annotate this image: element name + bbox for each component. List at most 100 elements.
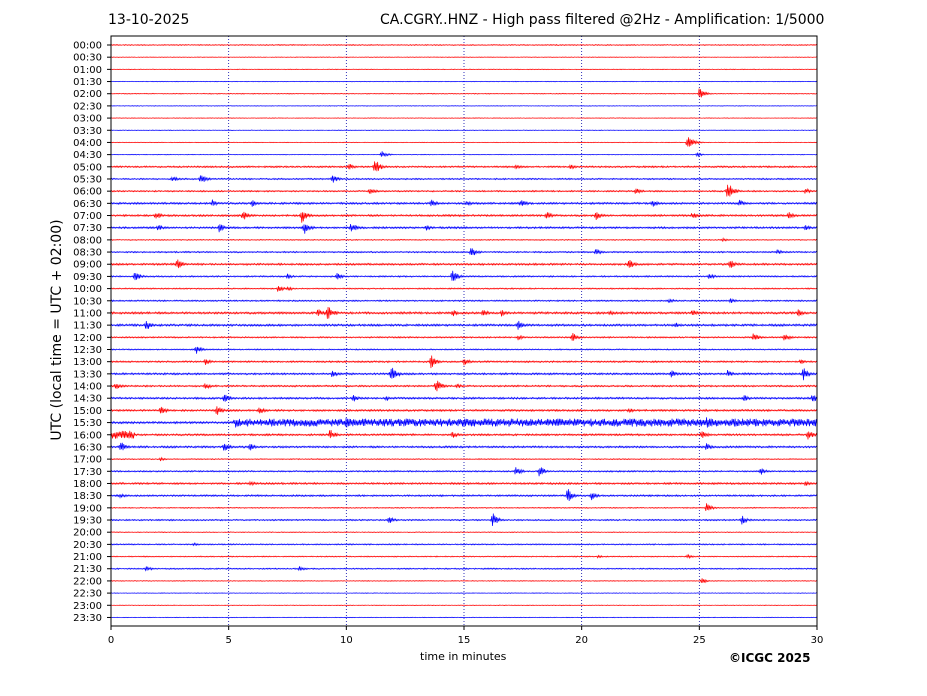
trace-row bbox=[110, 307, 818, 319]
y-tick-label: 18:00 bbox=[73, 479, 102, 490]
trace-row bbox=[110, 56, 818, 58]
trace-row bbox=[110, 175, 818, 183]
y-tick-label: 02:00 bbox=[73, 89, 102, 100]
trace-row bbox=[110, 237, 818, 243]
trace-row bbox=[110, 566, 818, 572]
y-tick-label: 05:00 bbox=[73, 162, 102, 173]
y-tick-label: 11:30 bbox=[73, 321, 102, 332]
trace-row bbox=[110, 456, 818, 462]
trace-row bbox=[110, 248, 818, 256]
copyright-label: ©ICGC 2025 bbox=[729, 651, 811, 665]
y-tick-label: 07:30 bbox=[73, 223, 102, 234]
y-tick-label: 11:00 bbox=[73, 308, 102, 319]
y-tick-label: 17:00 bbox=[73, 455, 102, 466]
trace-row bbox=[110, 285, 818, 292]
y-tick-label: 01:30 bbox=[73, 77, 102, 88]
x-tick-label: 0 bbox=[108, 635, 114, 646]
x-tick-labels: 0 5 10 15 20 25 30 bbox=[108, 626, 824, 646]
trace-row bbox=[110, 117, 818, 119]
trace-row bbox=[110, 223, 818, 234]
trace-row bbox=[110, 259, 818, 269]
trace-row bbox=[110, 417, 818, 428]
trace-row bbox=[110, 553, 818, 560]
trace-row bbox=[110, 592, 818, 594]
trace-row bbox=[110, 129, 818, 132]
trace-row bbox=[110, 578, 818, 584]
y-tick-label: 06:00 bbox=[73, 187, 102, 198]
y-tick-label: 19:00 bbox=[73, 503, 102, 514]
y-tick-label: 12:30 bbox=[73, 345, 102, 356]
x-tick-label: 10 bbox=[340, 635, 353, 646]
y-tick-label: 20:30 bbox=[73, 540, 102, 551]
trace-row bbox=[110, 211, 818, 223]
trace-row bbox=[110, 151, 818, 158]
trace-row bbox=[110, 542, 818, 547]
seismogram-traces bbox=[110, 43, 818, 619]
trace-row bbox=[110, 43, 818, 47]
trace-row bbox=[110, 467, 818, 477]
trace-row bbox=[110, 270, 818, 281]
y-tick-label: 00:30 bbox=[73, 53, 102, 64]
y-axis-label: UTC (local time = UTC + 02:00) bbox=[49, 219, 65, 441]
trace-row bbox=[110, 513, 818, 527]
plot-frame bbox=[110, 35, 818, 627]
trace-row bbox=[110, 137, 818, 147]
trace-row bbox=[110, 604, 818, 607]
x-tick-label: 30 bbox=[811, 635, 824, 646]
y-tick-label: 13:00 bbox=[73, 357, 102, 368]
trace-row bbox=[110, 380, 818, 392]
y-tick-label: 22:00 bbox=[73, 576, 102, 587]
y-tick-label: 03:00 bbox=[73, 114, 102, 125]
trace-row bbox=[110, 68, 818, 71]
x-tick-label: 25 bbox=[693, 635, 706, 646]
y-tick-label: 18:30 bbox=[73, 491, 102, 502]
trace-row bbox=[110, 442, 818, 451]
y-tick-label: 20:00 bbox=[73, 528, 102, 539]
y-tick-label: 03:30 bbox=[73, 126, 102, 137]
trace-row bbox=[110, 332, 818, 341]
date-label: 13-10-2025 bbox=[108, 12, 190, 28]
trace-row bbox=[110, 161, 818, 172]
y-tick-label: 16:30 bbox=[73, 442, 102, 453]
y-tick-label: 19:30 bbox=[73, 516, 102, 527]
trace-row bbox=[110, 298, 818, 304]
y-tick-label: 08:30 bbox=[73, 248, 102, 259]
trace-row bbox=[110, 346, 818, 354]
trace-row bbox=[110, 88, 818, 98]
y-tick-label: 22:30 bbox=[73, 589, 102, 600]
trace-row bbox=[110, 80, 818, 83]
y-tick-label: 15:30 bbox=[73, 418, 102, 429]
trace-row bbox=[110, 199, 818, 207]
y-tick-label: 14:30 bbox=[73, 394, 102, 405]
y-tick-label: 15:00 bbox=[73, 406, 102, 417]
y-tick-label: 01:00 bbox=[73, 65, 102, 76]
trace-row bbox=[110, 367, 818, 381]
y-tick-label: 09:00 bbox=[73, 260, 102, 271]
y-tick-label: 09:30 bbox=[73, 272, 102, 283]
y-tick-label: 23:30 bbox=[73, 613, 102, 624]
y-tick-label: 04:00 bbox=[73, 138, 102, 149]
y-tick-label: 10:30 bbox=[73, 296, 102, 307]
y-tick-label: 05:30 bbox=[73, 174, 102, 185]
trace-row bbox=[110, 480, 818, 487]
trace-row bbox=[110, 105, 818, 107]
x-tick-label: 20 bbox=[575, 635, 588, 646]
y-tick-label: 17:30 bbox=[73, 467, 102, 478]
y-tick-label: 06:30 bbox=[73, 199, 102, 210]
vertical-gridlines bbox=[228, 36, 700, 626]
chart-title: CA.CGRY..HNZ - High pass filtered @2Hz -… bbox=[380, 12, 825, 28]
y-tick-label: 02:30 bbox=[73, 101, 102, 112]
trace-row bbox=[110, 355, 818, 369]
y-tick-label: 07:00 bbox=[73, 211, 102, 222]
y-tick-label: 04:30 bbox=[73, 150, 102, 161]
trace-row bbox=[110, 394, 818, 402]
y-tick-label: 16:00 bbox=[73, 430, 102, 441]
y-tick-label: 13:30 bbox=[73, 369, 102, 380]
trace-row bbox=[110, 503, 818, 511]
x-tick-label: 15 bbox=[458, 635, 471, 646]
y-tick-label: 12:00 bbox=[73, 333, 102, 344]
y-tick-label: 08:00 bbox=[73, 235, 102, 246]
trace-row bbox=[110, 184, 818, 197]
